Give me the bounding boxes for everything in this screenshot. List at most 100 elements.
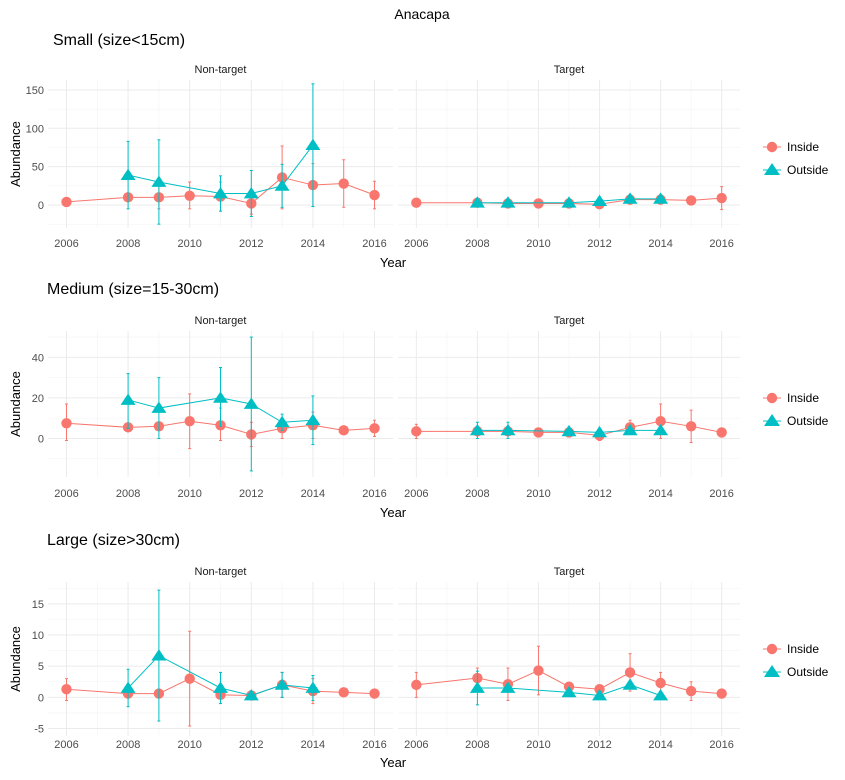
series-line — [66, 678, 375, 696]
point-inside — [369, 688, 380, 699]
point-inside — [61, 684, 72, 695]
x-tick-label: 2016 — [709, 488, 733, 500]
point-inside — [369, 189, 380, 201]
point-outside — [120, 681, 136, 693]
series-line — [416, 669, 722, 695]
x-axis-label: Year — [380, 255, 407, 270]
panel-non-target: Non-target 2006 2008 2010 2012 2014 2016 — [48, 64, 393, 250]
y-axis-label: Abundance — [8, 371, 23, 437]
legend-label: Outside — [787, 163, 829, 177]
point-inside — [411, 197, 422, 208]
y-tick-label: 0 — [38, 200, 44, 212]
y-tick-label: 0 — [38, 692, 44, 704]
point-inside — [685, 685, 697, 697]
point-outside — [653, 688, 669, 701]
series-line — [127, 144, 314, 194]
x-tick-label: 2012 — [587, 488, 611, 500]
x-tick-label: 2010 — [526, 238, 550, 250]
point-outside — [622, 423, 638, 436]
row-title: Medium (size=15-30cm) — [47, 281, 219, 298]
x-tick-label: 2012 — [239, 739, 263, 751]
x-tick-label: 2014 — [648, 238, 672, 250]
point-outside — [469, 423, 485, 436]
facet-label: Non-target — [195, 315, 247, 327]
panel-target: Target 2006 2008 2010 2012 2014 2016 — [398, 566, 740, 751]
y-axis-label: Abundance — [8, 121, 23, 187]
point-outside — [120, 168, 136, 180]
point-inside — [716, 192, 727, 204]
chart-row-2: Medium (size=15-30cm) Abundance Year 0 20 40 N… — [8, 281, 829, 520]
point-outside — [500, 423, 516, 436]
y-axis-label: Abundance — [8, 626, 23, 692]
y-tick-label: 50 — [32, 162, 44, 174]
point-outside — [500, 681, 516, 693]
point-outside — [151, 649, 167, 661]
point-outside — [243, 186, 259, 199]
x-tick-label: 2006 — [54, 739, 78, 751]
point-outside — [151, 401, 167, 413]
x-tick-label: 2006 — [54, 238, 78, 250]
y-tick-label: 5 — [38, 661, 44, 673]
legend-label: Outside — [787, 665, 829, 679]
legend-label: Inside — [787, 642, 819, 656]
facet-label: Target — [554, 566, 585, 578]
point-inside — [716, 688, 727, 699]
x-tick-label: 2010 — [177, 739, 201, 751]
series-outside — [469, 670, 669, 706]
chart-row-1: Small (size<15cm) Abundance Year 0 50 100 150 N… — [8, 32, 829, 270]
legend-key-outside — [764, 163, 780, 175]
row-title: Large (size>30cm) — [47, 532, 180, 549]
x-tick-label: 2012 — [239, 238, 263, 250]
point-outside — [561, 424, 577, 437]
x-tick-label: 2016 — [362, 238, 386, 250]
point-outside — [653, 192, 669, 204]
legend: Inside Outside — [763, 391, 829, 428]
panel-non-target: Non-target 2006 2008 2010 2012 2014 2016 — [48, 315, 393, 500]
row-title: Small (size<15cm) — [53, 32, 185, 49]
point-inside — [655, 677, 666, 689]
point-inside — [61, 418, 72, 429]
point-outside — [274, 678, 290, 690]
y-tick-label: 0 — [38, 433, 44, 445]
legend-label: Inside — [787, 391, 819, 405]
point-outside — [274, 415, 290, 428]
x-tick-label: 2008 — [465, 488, 489, 500]
point-inside — [685, 195, 697, 206]
legend-key-outside — [764, 414, 780, 426]
series-outside — [120, 336, 321, 472]
point-inside — [685, 421, 697, 432]
x-tick-label: 2016 — [709, 238, 733, 250]
series-outside — [469, 421, 669, 439]
y-tick-label: 10 — [32, 630, 44, 642]
point-inside — [338, 178, 349, 189]
legend-label: Inside — [787, 140, 819, 154]
x-tick-label: 2012 — [587, 739, 611, 751]
x-tick-label: 2010 — [526, 488, 550, 500]
point-inside — [411, 679, 422, 691]
point-outside — [469, 196, 485, 208]
chart-row-3: Large (size>30cm) Abundance Year -5 0 5 10 15 No… — [8, 532, 829, 770]
point-outside — [243, 397, 259, 409]
facet-label: Non-target — [195, 64, 247, 76]
legend-label: Outside — [787, 414, 829, 428]
x-tick-label: 2006 — [404, 739, 428, 751]
x-tick-label: 2014 — [648, 488, 672, 500]
x-tick-label: 2016 — [362, 488, 386, 500]
x-axis-label: Year — [380, 755, 407, 770]
series-outside — [120, 83, 321, 225]
series-outside — [120, 589, 321, 722]
point-inside — [411, 426, 422, 437]
point-outside — [120, 393, 136, 405]
series-line — [127, 397, 313, 423]
series-line — [66, 176, 375, 205]
series-line — [416, 420, 722, 436]
point-outside — [213, 186, 228, 199]
point-inside — [338, 425, 349, 436]
point-outside — [274, 179, 290, 191]
x-tick-label: 2014 — [301, 488, 325, 500]
x-tick-label: 2016 — [709, 739, 733, 751]
point-outside — [213, 681, 228, 693]
legend-key-inside — [766, 392, 778, 404]
point-outside — [469, 681, 485, 693]
